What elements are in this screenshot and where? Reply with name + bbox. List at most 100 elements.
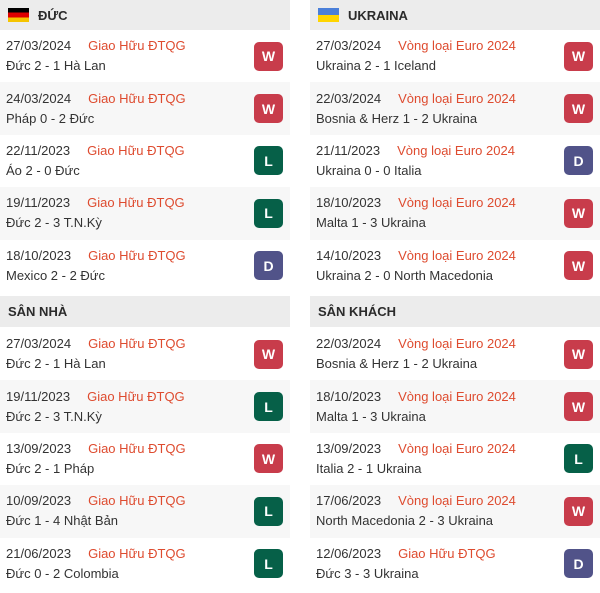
match-result: Pháp 0 - 2 Đức bbox=[6, 110, 95, 126]
match-info: 24/03/2024 Giao Hữu ĐTQG Pháp 0 - 2 Đức bbox=[6, 89, 186, 129]
outcome-badge: W bbox=[254, 339, 283, 369]
match-row: 12/06/2023 Giao Hữu ĐTQG Đức 3 - 3 Ukraina… bbox=[310, 538, 600, 590]
section-title: SÂN KHÁCH bbox=[318, 303, 396, 319]
match-result: Mexico 2 - 2 Đức bbox=[6, 267, 106, 283]
competition-link[interactable]: Giao Hữu ĐTQG bbox=[88, 545, 186, 561]
match-date: 19/11/2023 bbox=[6, 195, 71, 211]
match-row: 22/11/2023 Giao Hữu ĐTQG Áo 2 - 0 Đức L bbox=[0, 135, 290, 187]
outcome-badge: L bbox=[254, 392, 283, 422]
match-info: 13/09/2023 Vòng loại Euro 2024 Italia 2 - … bbox=[316, 439, 516, 479]
match-result: Đức 2 - 3 T.N.Kỳ bbox=[6, 215, 102, 231]
competition-link[interactable]: Giao Hữu ĐTQG bbox=[88, 440, 186, 456]
match-info: 22/03/2024 Vòng loại Euro 2024 Bosnia & He… bbox=[316, 89, 516, 129]
match-meta-line: 18/10/2023 Vòng loại Euro 2024 bbox=[316, 193, 516, 213]
match-result: Đức 3 - 3 Ukraina bbox=[316, 565, 419, 581]
competition-link[interactable]: Giao Hữu ĐTQG bbox=[88, 336, 186, 352]
outcome-badge: L bbox=[254, 549, 283, 579]
match-row: 18/10/2023 Vòng loại Euro 2024 Malta 1 - 3… bbox=[310, 187, 600, 240]
match-date: 22/03/2024 bbox=[316, 336, 382, 352]
match-date: 27/03/2024 bbox=[6, 38, 72, 54]
team-column-ukraine: UKRAINA 27/03/2024 Vòng loại Euro 2024 Ukr… bbox=[310, 0, 600, 590]
match-meta-line: 12/06/2023 Giao Hữu ĐTQG bbox=[316, 544, 496, 564]
match-meta-line: 19/11/2023 Giao Hữu ĐTQG bbox=[6, 193, 185, 213]
match-meta-line: 14/10/2023 Vòng loại Euro 2024 bbox=[316, 246, 516, 266]
competition-link[interactable]: Giao Hữu ĐTQG bbox=[398, 545, 496, 561]
match-result: Ukraina 0 - 0 Italia bbox=[316, 162, 422, 178]
match-meta-line: 19/11/2023 Giao Hữu ĐTQG bbox=[6, 387, 185, 407]
match-meta-line: 21/06/2023 Giao Hữu ĐTQG bbox=[6, 544, 186, 564]
section-header-home: SÂN NHÀ bbox=[0, 295, 290, 327]
match-info: 18/10/2023 Vòng loại Euro 2024 Malta 1 - 3… bbox=[316, 193, 516, 233]
match-date: 12/06/2023 bbox=[316, 545, 382, 561]
competition-link[interactable]: Vòng loại Euro 2024 bbox=[398, 336, 516, 352]
recent-form-list-germany: 27/03/2024 Giao Hữu ĐTQG Đức 2 - 1 Hà Lan W… bbox=[0, 30, 290, 292]
recent-form-list-ukraine: 27/03/2024 Vòng loại Euro 2024 Ukraina 2 -… bbox=[310, 30, 600, 292]
outcome-badge: L bbox=[254, 198, 283, 228]
match-date: 19/11/2023 bbox=[6, 388, 71, 404]
match-row: 27/03/2024 Giao Hữu ĐTQG Đức 2 - 1 Hà Lan W bbox=[0, 328, 290, 380]
match-result: Italia 2 - 1 Ukraina bbox=[316, 460, 422, 476]
match-date: 18/10/2023 bbox=[316, 388, 382, 404]
match-meta-line: 22/11/2023 Giao Hữu ĐTQG bbox=[6, 141, 185, 161]
outcome-badge: W bbox=[254, 41, 283, 71]
match-row: 18/10/2023 Vòng loại Euro 2024 Malta 1 - 3… bbox=[310, 380, 600, 433]
competition-link[interactable]: Giao Hữu ĐTQG bbox=[88, 38, 186, 54]
competition-link[interactable]: Vòng loại Euro 2024 bbox=[398, 247, 516, 263]
match-meta-line: 27/03/2024 Vòng loại Euro 2024 bbox=[316, 36, 516, 56]
match-meta-line: 24/03/2024 Giao Hữu ĐTQG bbox=[6, 89, 186, 109]
match-info: 14/10/2023 Vòng loại Euro 2024 Ukraina 2 -… bbox=[316, 246, 516, 286]
match-result: Ukraina 2 - 1 Iceland bbox=[316, 58, 436, 74]
match-row: 21/11/2023 Vòng loại Euro 2024 Ukraina 0 -… bbox=[310, 135, 600, 187]
competition-link[interactable]: Vòng loại Euro 2024 bbox=[398, 440, 516, 456]
match-result: Đức 2 - 1 Pháp bbox=[6, 460, 95, 476]
match-date: 22/03/2024 bbox=[316, 90, 382, 106]
competition-link[interactable]: Vòng loại Euro 2024 bbox=[398, 195, 516, 211]
match-info: 22/03/2024 Vòng loại Euro 2024 Bosnia & He… bbox=[316, 334, 516, 374]
match-result: Malta 1 - 3 Ukraina bbox=[316, 215, 426, 231]
competition-link[interactable]: Vòng loại Euro 2024 bbox=[397, 142, 515, 158]
match-meta-line: 27/03/2024 Giao Hữu ĐTQG bbox=[6, 334, 186, 354]
match-date: 14/10/2023 bbox=[316, 247, 382, 263]
competition-link[interactable]: Vòng loại Euro 2024 bbox=[398, 90, 516, 106]
match-info: 17/06/2023 Vòng loại Euro 2024 North Maced… bbox=[316, 491, 516, 531]
match-row: 27/03/2024 Vòng loại Euro 2024 Ukraina 2 -… bbox=[310, 30, 600, 82]
competition-link[interactable]: Vòng loại Euro 2024 bbox=[398, 38, 516, 54]
match-result: Đức 2 - 1 Hà Lan bbox=[6, 356, 106, 372]
section-title: SÂN NHÀ bbox=[8, 303, 68, 319]
section-header-away: SÂN KHÁCH bbox=[310, 295, 600, 327]
match-meta-line: 22/03/2024 Vòng loại Euro 2024 bbox=[316, 89, 516, 109]
match-info: 12/06/2023 Giao Hữu ĐTQG Đức 3 - 3 Ukraina bbox=[316, 544, 496, 584]
match-info: 18/10/2023 Vòng loại Euro 2024 Malta 1 - 3… bbox=[316, 387, 516, 427]
competition-link[interactable]: Giao Hữu ĐTQG bbox=[88, 247, 186, 263]
match-date: 21/06/2023 bbox=[6, 545, 72, 561]
outcome-badge: W bbox=[254, 94, 283, 124]
outcome-badge: W bbox=[564, 392, 593, 422]
away-form-list-ukraine: 22/03/2024 Vòng loại Euro 2024 Bosnia & He… bbox=[310, 328, 600, 590]
match-date: 27/03/2024 bbox=[6, 336, 72, 352]
match-result: Bosnia & Herz 1 - 2 Ukraina bbox=[316, 110, 478, 126]
match-result: North Macedonia 2 - 3 Ukraina bbox=[316, 513, 494, 529]
match-date: 17/06/2023 bbox=[316, 493, 382, 509]
match-info: 19/11/2023 Giao Hữu ĐTQG Đức 2 - 3 T.N.Kỳ bbox=[6, 193, 185, 233]
competition-link[interactable]: Vòng loại Euro 2024 bbox=[398, 493, 516, 509]
match-info: 21/06/2023 Giao Hữu ĐTQG Đức 0 - 2 Colombi… bbox=[6, 544, 186, 584]
match-row: 18/10/2023 Giao Hữu ĐTQG Mexico 2 - 2 Đức D bbox=[0, 240, 290, 292]
match-row: 14/10/2023 Vòng loại Euro 2024 Ukraina 2 -… bbox=[310, 240, 600, 292]
match-info: 10/09/2023 Giao Hữu ĐTQG Đức 1 - 4 Nhật Bả… bbox=[6, 491, 186, 531]
outcome-badge: W bbox=[564, 198, 593, 228]
match-date: 13/09/2023 bbox=[6, 440, 72, 456]
match-date: 24/03/2024 bbox=[6, 90, 72, 106]
competition-link[interactable]: Giao Hữu ĐTQG bbox=[87, 142, 185, 158]
match-result: Ukraina 2 - 0 North Macedonia bbox=[316, 267, 494, 283]
competition-link[interactable]: Giao Hữu ĐTQG bbox=[88, 493, 186, 509]
match-row: 22/03/2024 Vòng loại Euro 2024 Bosnia & He… bbox=[310, 82, 600, 135]
competition-link[interactable]: Giao Hữu ĐTQG bbox=[87, 388, 185, 404]
competition-link[interactable]: Vòng loại Euro 2024 bbox=[398, 388, 516, 404]
competition-link[interactable]: Giao Hữu ĐTQG bbox=[87, 195, 185, 211]
match-meta-line: 17/06/2023 Vòng loại Euro 2024 bbox=[316, 491, 516, 511]
competition-link[interactable]: Giao Hữu ĐTQG bbox=[88, 90, 186, 106]
match-info: 18/10/2023 Giao Hữu ĐTQG Mexico 2 - 2 Đức bbox=[6, 246, 186, 286]
match-meta-line: 13/09/2023 Giao Hữu ĐTQG bbox=[6, 439, 186, 459]
outcome-badge: W bbox=[564, 41, 593, 71]
